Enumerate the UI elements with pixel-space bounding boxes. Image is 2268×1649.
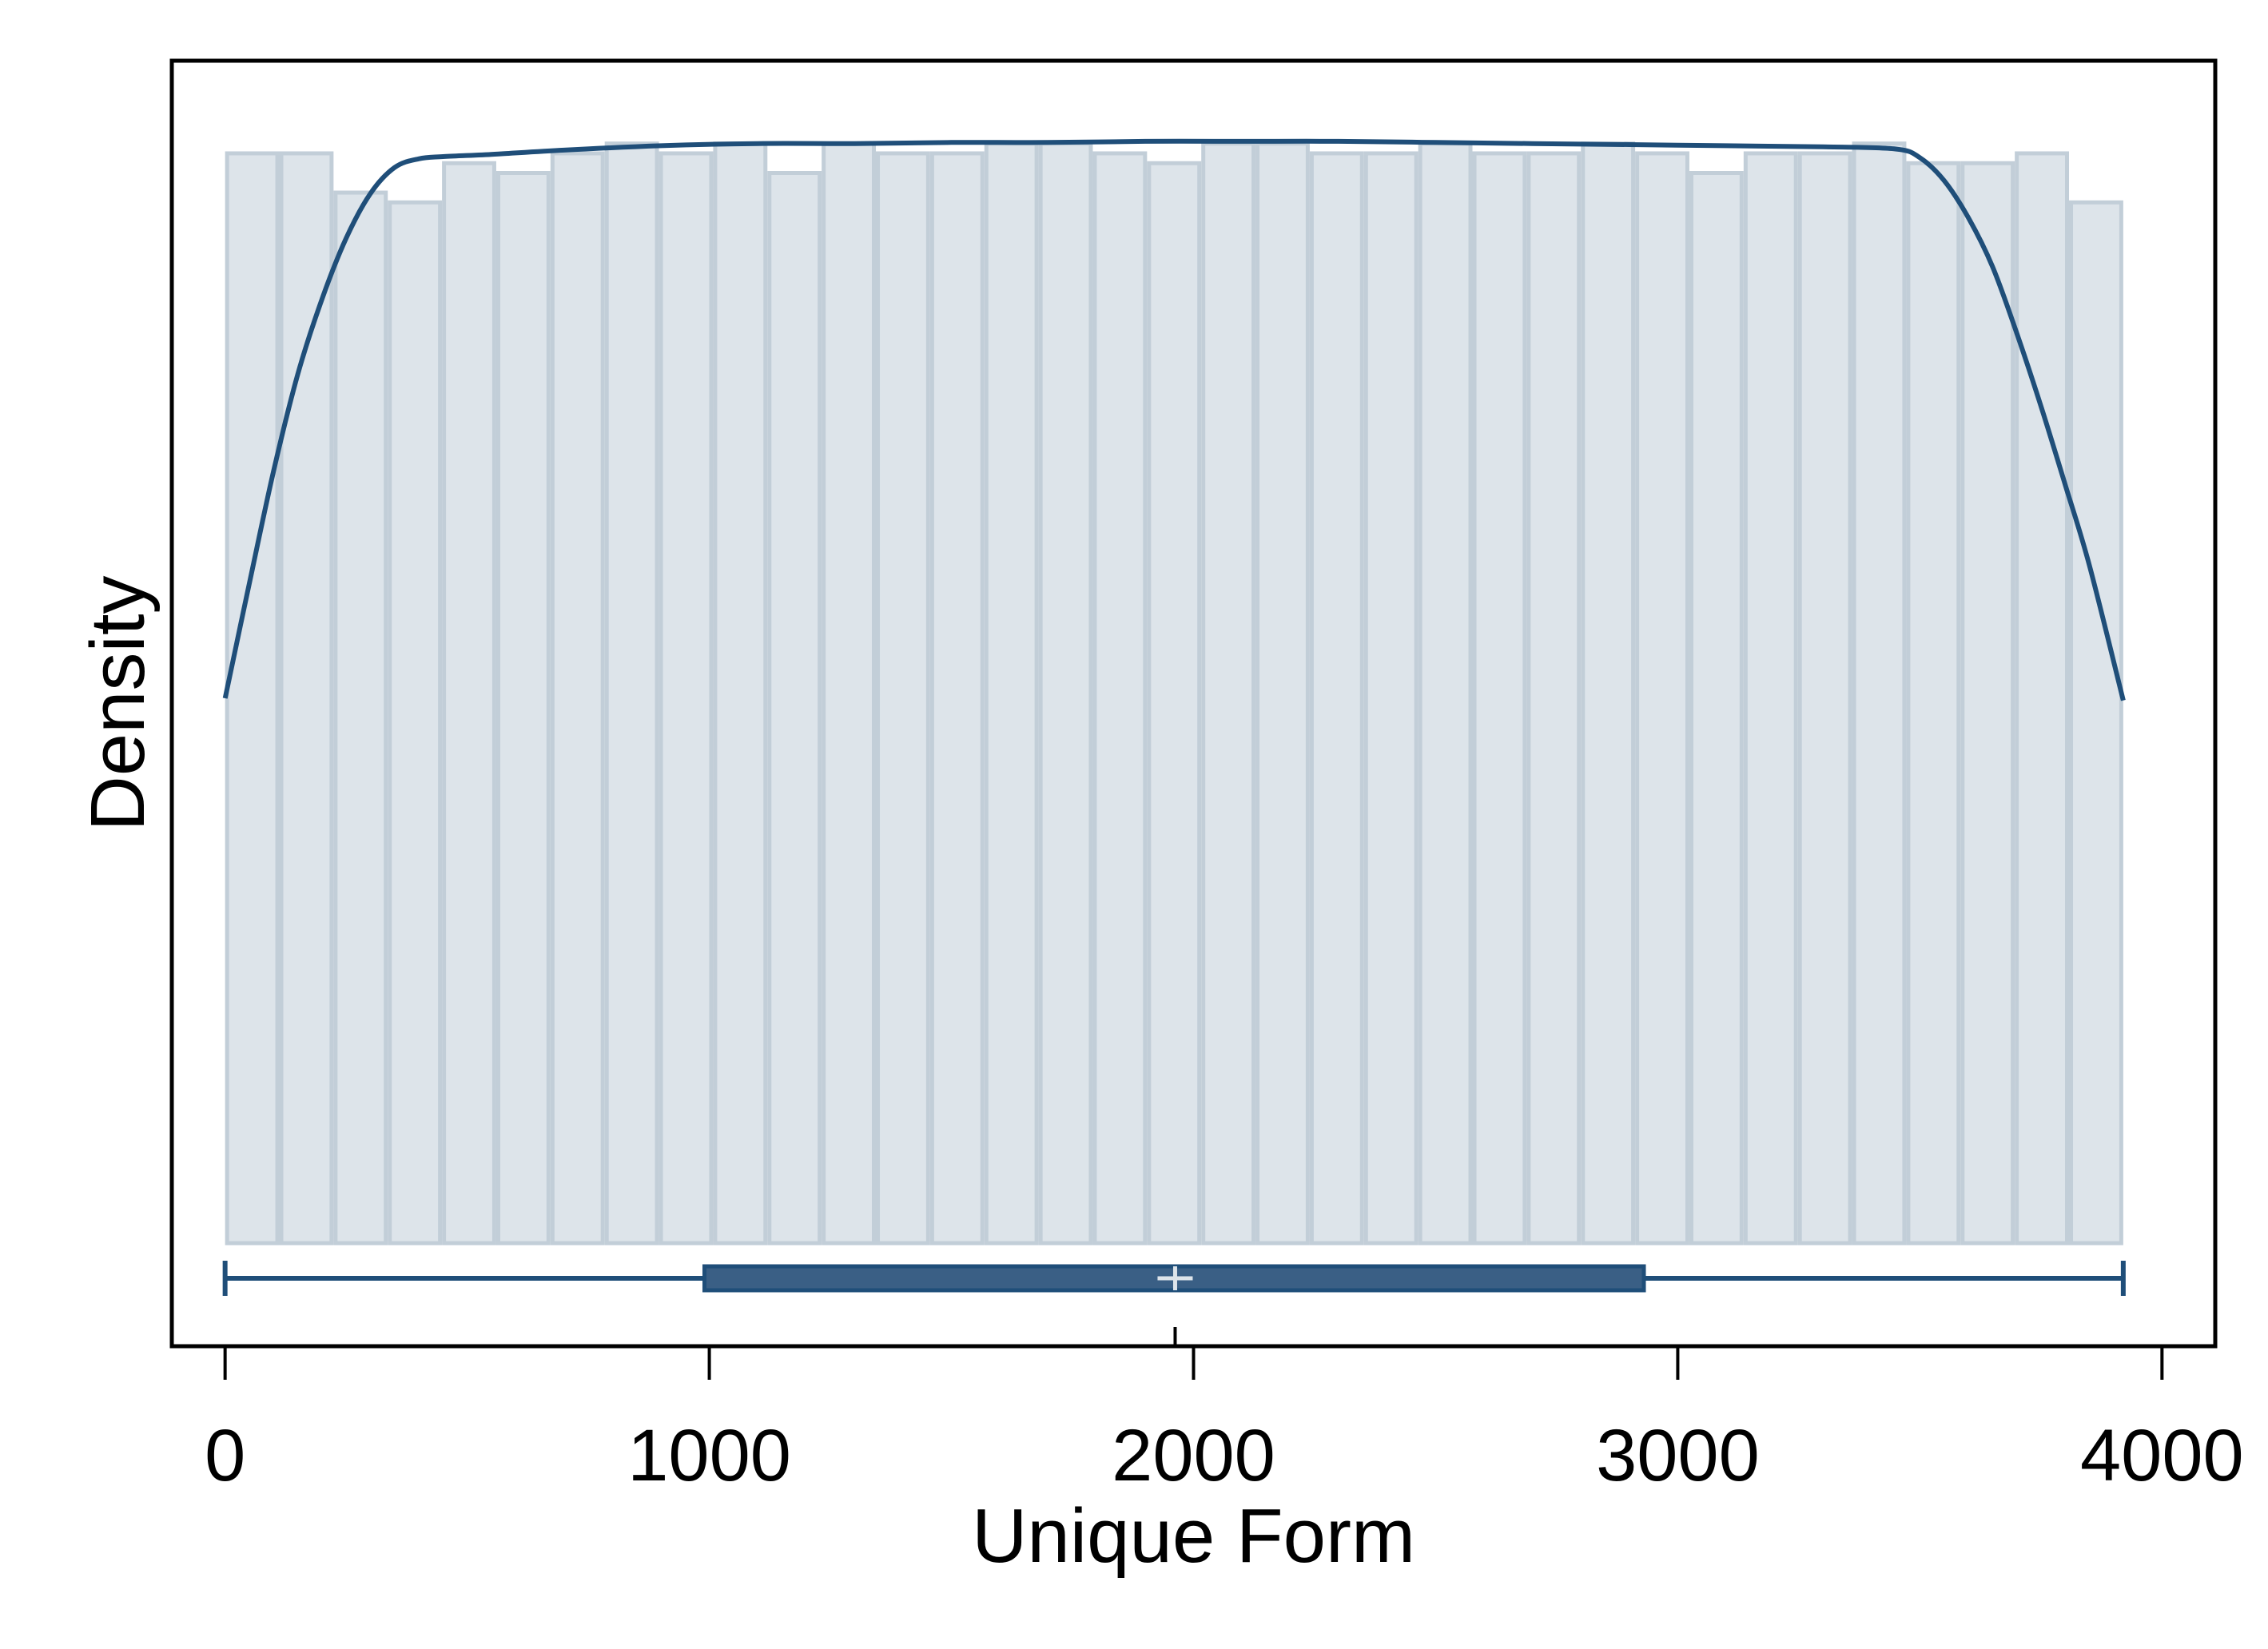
histogram-bar: [1147, 161, 1202, 1246]
histogram-bar: [2069, 200, 2123, 1246]
histogram-bar: [1960, 161, 2015, 1246]
x-tick-label: 0: [205, 1415, 245, 1496]
histogram-bar: [1906, 161, 1961, 1246]
histogram-bar: [1309, 151, 1364, 1246]
histogram-bar: [767, 170, 822, 1246]
histogram-bar: [1743, 151, 1798, 1246]
x-tick-label: 1000: [627, 1415, 791, 1496]
histogram-bar: [1689, 170, 1744, 1246]
histogram-bar: [1038, 141, 1093, 1246]
histogram-bar: [1797, 151, 1852, 1246]
histogram-bar: [225, 151, 280, 1246]
histogram-bar: [388, 200, 443, 1246]
histogram-bar: [929, 151, 985, 1246]
histogram-bar: [550, 151, 605, 1246]
y-axis-label: Density: [75, 575, 161, 831]
histogram-bar: [279, 151, 334, 1246]
histogram-bars: [225, 141, 2123, 1246]
histogram-bar: [1852, 141, 1907, 1246]
histogram-bar: [1526, 151, 1582, 1246]
histogram-bar: [1581, 141, 1636, 1246]
boxplot: [222, 1261, 2126, 1346]
histogram-bar: [604, 141, 659, 1246]
histogram-bar: [1635, 151, 1689, 1246]
histogram-bar: [2015, 151, 2070, 1246]
histogram-bar: [442, 161, 496, 1246]
histogram-bar: [1201, 141, 1256, 1246]
histogram-bar: [1092, 151, 1148, 1246]
x-tick-label: 4000: [2080, 1415, 2244, 1496]
histogram-bar: [1363, 151, 1418, 1246]
histogram-bar: [713, 141, 768, 1246]
histogram-bar: [1472, 151, 1527, 1246]
kde-line: [222, 138, 2126, 701]
histogram-bar: [495, 170, 551, 1246]
x-axis: 0 1000 2000 3000 4000: [205, 1346, 2244, 1496]
histogram-bar: [1255, 141, 1310, 1246]
histogram-bar: [984, 141, 1039, 1246]
histogram-bar: [659, 151, 714, 1246]
histogram-bar: [333, 190, 388, 1246]
histogram-bar: [822, 141, 877, 1246]
histogram-bar: [1418, 141, 1473, 1246]
x-axis-label: Unique Form: [972, 1493, 1415, 1579]
x-tick-label: 3000: [1596, 1415, 1760, 1496]
histogram-bar: [876, 151, 930, 1246]
x-tick-label: 2000: [1112, 1415, 1275, 1496]
